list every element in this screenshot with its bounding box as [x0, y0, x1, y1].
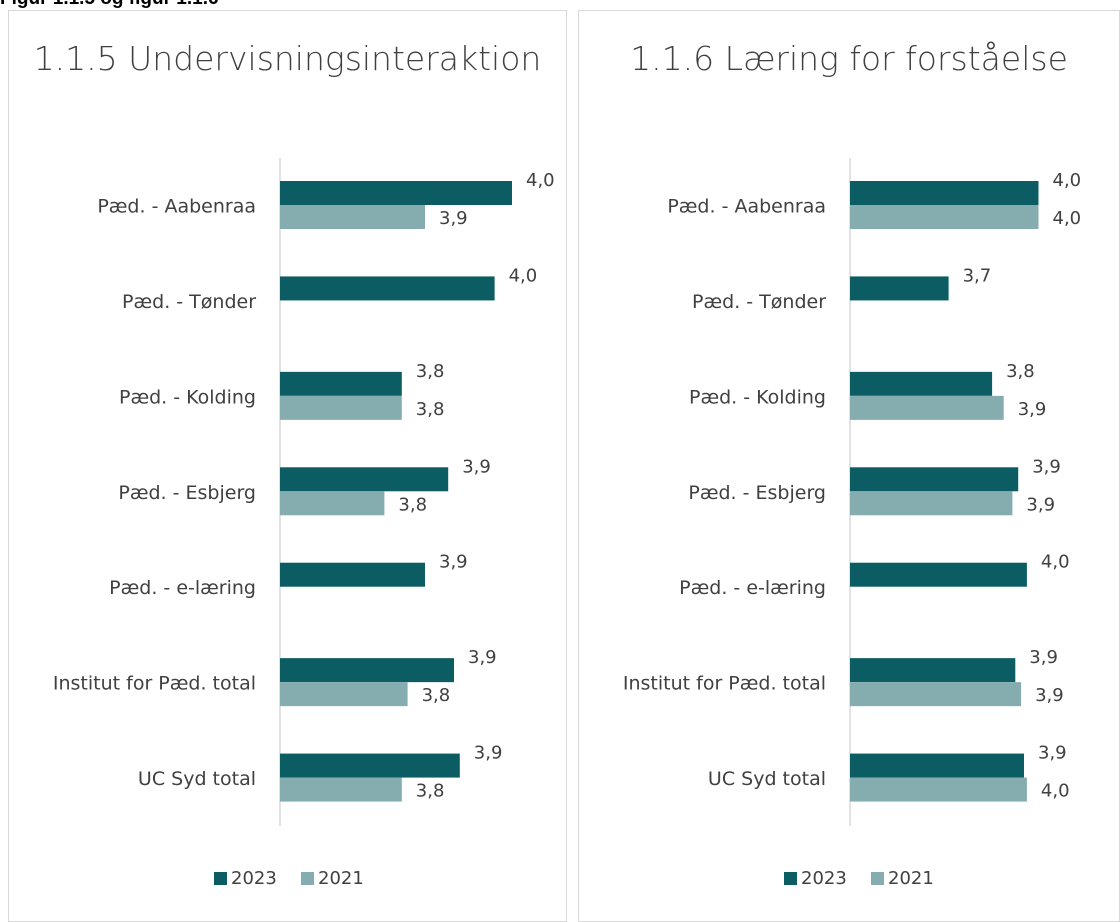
chart-panel: 1.1.6 Læring for forståelse Pæd. - Aaben…: [578, 10, 1120, 922]
chart: Pæd. - Aabenraa 4,0 4,0 Pæd. - Tønder 3,7 Pæd…: [623, 158, 1082, 889]
bar: [850, 371, 993, 396]
value-label: 3,9: [1026, 494, 1055, 515]
chart-title: 1.1.6 Læring for forståelse: [630, 39, 1068, 78]
value-label: 4,0: [526, 170, 555, 191]
value-label: 3,9: [1038, 743, 1067, 764]
legend-swatch: [871, 872, 884, 885]
bar: [280, 682, 408, 707]
value-label: 4,0: [509, 265, 538, 286]
value-label: 3,9: [1032, 456, 1061, 477]
value-label: 3,8: [416, 781, 445, 802]
bar: [280, 276, 495, 301]
value-label: 3,8: [416, 399, 445, 420]
category-label: Pæd. - Kolding: [689, 386, 826, 408]
value-label: 3,9: [1035, 685, 1064, 706]
legend-label: 2023: [231, 868, 277, 889]
bar: [280, 491, 385, 516]
bar: [850, 467, 1019, 492]
category-label: Pæd. - Esbjerg: [118, 482, 256, 504]
bar: [850, 181, 1039, 205]
bar: [280, 777, 402, 802]
bar: [280, 562, 425, 587]
value-label: 3,9: [474, 743, 503, 764]
bar: [850, 205, 1039, 229]
category-label: Pæd. - Aabenraa: [97, 196, 256, 218]
value-label: 3,9: [468, 647, 497, 668]
value-label: 3,9: [439, 552, 468, 573]
legend-swatch: [784, 872, 797, 885]
bar: [280, 658, 454, 683]
bar: [280, 395, 402, 420]
category-label: UC Syd total: [138, 768, 256, 790]
bar: [850, 276, 949, 301]
value-label: 3,9: [439, 208, 468, 229]
legend-label: 2021: [318, 868, 364, 889]
bar: [850, 562, 1027, 587]
bar: [280, 181, 512, 205]
bar: [280, 753, 460, 778]
bar: [850, 753, 1024, 778]
category-label: Institut for Pæd. total: [53, 673, 256, 695]
value-label: 3,8: [398, 494, 427, 515]
value-label: 3,7: [963, 265, 992, 286]
legend-swatch: [214, 872, 227, 885]
value-label: 4,0: [1041, 781, 1070, 802]
category-label: UC Syd total: [708, 768, 826, 790]
bar: [280, 371, 402, 396]
category-label: Pæd. - Tønder: [692, 291, 826, 313]
value-label: 3,8: [422, 685, 451, 706]
category-label: Pæd. - Aabenraa: [667, 196, 826, 218]
bar: [280, 205, 425, 229]
legend-swatch: [301, 872, 314, 885]
category-label: Pæd. - e-læring: [679, 577, 826, 599]
bar: [280, 467, 449, 492]
category-label: Pæd. - Tønder: [122, 291, 256, 313]
value-label: 4,0: [1053, 208, 1082, 229]
value-label: 3,9: [1018, 399, 1047, 420]
bar: [850, 682, 1022, 707]
caption: Figur 1.1.5 og figur 1.1.6: [0, 0, 219, 10]
category-label: Pæd. - Kolding: [119, 386, 256, 408]
value-label: 3,9: [462, 456, 491, 477]
bar: [850, 491, 1013, 516]
value-label: 4,0: [1041, 552, 1070, 573]
category-label: Institut for Pæd. total: [623, 673, 826, 695]
value-label: 3,8: [1006, 361, 1035, 382]
chart-panel: 1.1.5 Undervisningsinteraktion Pæd. - Aa…: [8, 10, 567, 922]
value-label: 4,0: [1053, 170, 1082, 191]
value-label: 3,9: [1029, 647, 1058, 668]
bar: [850, 777, 1027, 802]
category-label: Pæd. - e-læring: [109, 577, 256, 599]
chart: Pæd. - Aabenraa 4,0 3,9 Pæd. - Tønder 4,0 Pæd…: [53, 158, 555, 889]
legend-label: 2023: [801, 868, 847, 889]
legend-label: 2021: [888, 868, 934, 889]
category-label: Pæd. - Esbjerg: [688, 482, 826, 504]
chart-title: 1.1.5 Undervisningsinteraktion: [33, 39, 542, 78]
bar: [850, 395, 1004, 420]
value-label: 3,8: [416, 361, 445, 382]
bar: [850, 658, 1016, 683]
